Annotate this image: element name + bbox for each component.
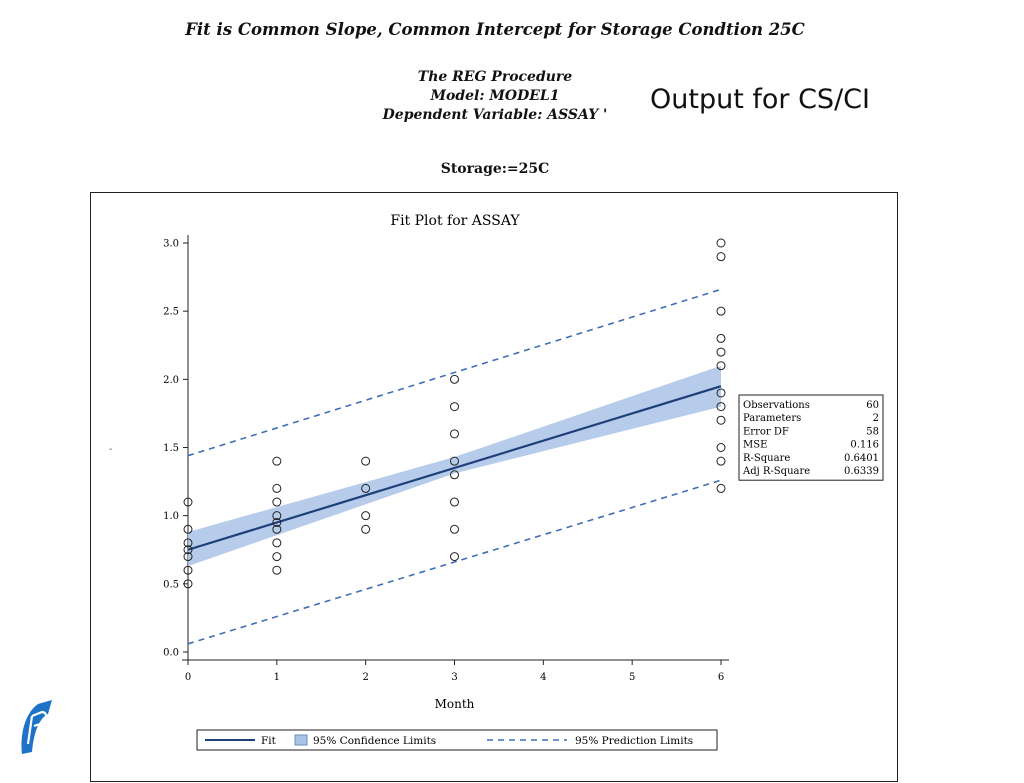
stats-value: 58 — [866, 426, 879, 437]
x-axis-label: Month — [435, 697, 475, 711]
stats-value: 60 — [866, 400, 879, 411]
slide-title: Fit is Common Slope, Common Intercept fo… — [185, 20, 805, 39]
observation-point — [272, 517, 282, 527]
observation-point — [361, 483, 371, 493]
observation-point — [450, 470, 459, 480]
x-tick-label: 0 — [185, 672, 191, 683]
stats-label: Observations — [743, 400, 810, 411]
observation-point — [716, 456, 726, 466]
plot-frame: Fit Plot for ASSAY 0.0 0.5 1.0 1.5 2.0 2.5 3.0 0… — [90, 192, 898, 782]
observation-point — [716, 402, 726, 412]
observation-point — [716, 252, 726, 262]
stray-mark: - — [109, 444, 113, 455]
stats-value: 2 — [873, 413, 879, 424]
observation-point — [272, 497, 282, 507]
prediction-limit-upper — [187, 288, 722, 457]
stats-label: MSE — [743, 440, 767, 451]
observation-point — [183, 552, 193, 562]
observation-point — [183, 538, 193, 548]
observation-point — [716, 483, 726, 493]
y-tick-label: 3.0 — [163, 239, 179, 250]
chart-title: Fit Plot for ASSAY — [390, 213, 520, 229]
observation-point — [716, 347, 726, 357]
observation-point — [272, 483, 282, 493]
observation-point — [272, 538, 282, 548]
x-tick-label: 5 — [629, 672, 635, 683]
observation-point — [272, 552, 282, 562]
output-annotation: Output for CS/CI — [650, 84, 870, 115]
observation-point — [716, 443, 726, 452]
legend-fit-label: Fit — [261, 735, 277, 747]
observation-point — [272, 524, 282, 534]
x-tick-label: 4 — [540, 672, 546, 683]
observation-point — [272, 456, 282, 466]
x-tick-label: 3 — [451, 672, 457, 683]
observation-point — [716, 415, 726, 425]
fit-stats-table — [738, 394, 884, 481]
stats-label: Parameters — [743, 413, 801, 424]
observation-point — [450, 374, 459, 384]
stats-value: 0.6339 — [844, 466, 879, 477]
observation-point — [716, 306, 726, 316]
observation-point — [272, 565, 282, 575]
observation-point — [183, 545, 193, 555]
observation-point — [183, 497, 193, 507]
confidence-band — [188, 365, 721, 567]
observation-point — [183, 565, 193, 575]
storage-label: Storage:=25C — [440, 161, 550, 177]
observation-point — [450, 524, 459, 534]
stats-value: 0.6401 — [844, 453, 879, 464]
observation-point — [272, 511, 282, 521]
observation-point — [361, 456, 371, 466]
observation-point — [450, 402, 459, 412]
model-name: Model: MODEL1 — [430, 88, 560, 104]
y-tick-label: 1.0 — [163, 511, 179, 522]
y-tick-label: 1.5 — [163, 443, 179, 454]
observation-point — [361, 524, 371, 534]
y-tick-label: 0.5 — [163, 579, 179, 590]
procedure-name: The REG Procedure — [417, 69, 573, 85]
legend-band-label: 95% Confidence Limits — [313, 735, 436, 747]
procedure-header: The REG Procedure Model: MODEL1 Dependen… — [330, 68, 660, 125]
y-tick-label: 2.5 — [163, 307, 179, 318]
observation-point — [450, 456, 459, 466]
x-tick-label: 2 — [362, 672, 368, 683]
stats-label: Adj R-Square — [742, 466, 810, 477]
y-tick-label: 0.0 — [163, 648, 179, 659]
stats-label: Error DF — [743, 426, 789, 437]
stats-value: 0.116 — [850, 440, 879, 451]
stats-label: R-Square — [743, 453, 790, 464]
observation-point — [716, 361, 726, 371]
observation-point — [716, 238, 726, 248]
x-tick-label: 1 — [274, 672, 280, 683]
legend-band-swatch — [294, 734, 308, 746]
observation-point — [716, 388, 726, 398]
observation-point — [183, 524, 193, 534]
pf-logo-icon — [21, 700, 52, 754]
y-tick-label: 2.0 — [163, 375, 179, 386]
dependent-variable: Dependent Variable: ASSAY ' — [382, 107, 608, 123]
observation-point — [716, 333, 726, 343]
observation-point — [450, 497, 459, 507]
observation-point — [450, 429, 459, 439]
observation-point — [450, 552, 459, 562]
fit-line — [187, 385, 722, 551]
x-tick-label: 6 — [718, 672, 724, 683]
legend-box — [196, 729, 718, 751]
observation-point — [361, 511, 371, 521]
fit-plot: Fit Plot for ASSAY 0.0 0.5 1.0 1.5 2.0 2.5 3.0 0… — [163, 213, 884, 751]
legend-prediction-label: 95% Prediction Limits — [575, 735, 693, 747]
observation-point — [183, 579, 193, 589]
prediction-limit-lower — [187, 479, 722, 645]
